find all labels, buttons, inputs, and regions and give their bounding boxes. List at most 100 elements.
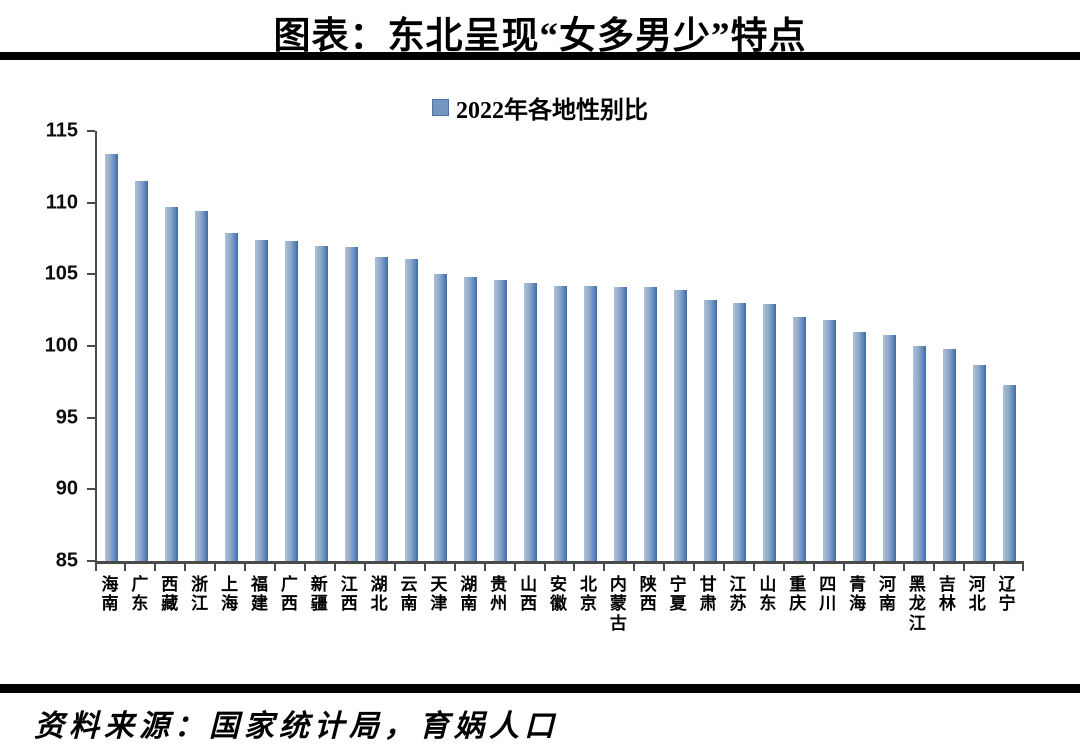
bar-slot: [336, 131, 366, 561]
x-axis-label-海南: 海 南: [101, 575, 119, 614]
bar-slot: [994, 131, 1024, 561]
top-divider: [0, 52, 1080, 60]
x-axis-tick: [813, 564, 816, 571]
x-axis-label-浙江: 浙 江: [191, 575, 209, 614]
x-axis-label-青海: 青 海: [849, 575, 867, 614]
x-axis-label-黑龙江: 黑 龙 江: [908, 575, 926, 633]
bar-重庆: [793, 317, 807, 561]
x-axis-label-广东: 广 东: [131, 575, 149, 614]
x-axis-label-西藏: 西 藏: [161, 575, 179, 614]
bar-河南: [883, 334, 897, 561]
bar-四川: [823, 320, 837, 561]
x-axis-label-宁夏: 宁 夏: [669, 575, 687, 614]
x-axis-tick: [213, 564, 216, 571]
bar-slot: [934, 131, 964, 561]
bar-浙江: [195, 211, 209, 561]
bar-slot: [456, 131, 486, 561]
y-axis: 115 110 105 100 95 90 85: [0, 120, 95, 572]
bar-slot: [97, 131, 127, 561]
bar-吉林: [942, 348, 956, 561]
bar-山东: [763, 304, 777, 561]
x-axis-tick: [933, 564, 936, 571]
x-axis-ticks: [95, 564, 1024, 571]
x-axis-tick: [513, 564, 516, 571]
y-axis-tick: [87, 560, 95, 562]
x-axis-tick: [303, 564, 306, 571]
x-axis-tick: [543, 564, 546, 571]
y-axis-label: 105: [44, 262, 78, 285]
plot-area: [95, 131, 1024, 564]
bar-slot: [964, 131, 994, 561]
x-axis-tick: [95, 564, 97, 571]
x-axis-tick: [423, 564, 426, 571]
y-axis-tick: [87, 416, 95, 419]
chart-legend: 2022年各地性别比: [0, 90, 1080, 125]
y-axis-label: 85: [55, 549, 78, 572]
bar-西藏: [165, 206, 179, 561]
x-axis-label-福建: 福 建: [250, 575, 268, 614]
bar-海南: [105, 153, 119, 561]
x-axis-label-河南: 河 南: [879, 575, 897, 614]
x-axis-tick: [723, 564, 726, 571]
x-axis-tick: [243, 564, 246, 571]
bar-slot: [695, 131, 725, 561]
x-axis-label-云南: 云 南: [400, 575, 418, 614]
bottom-divider: [0, 684, 1080, 693]
x-axis-label-新疆: 新 疆: [310, 575, 328, 614]
x-axis-label-上海: 上 海: [221, 575, 239, 614]
bar-湖北: [374, 257, 388, 561]
bar-甘肃: [703, 300, 717, 561]
x-axis-tick: [1022, 564, 1024, 571]
x-axis-tick: [963, 564, 966, 571]
bar-slot: [366, 131, 396, 561]
y-axis-label: 110: [45, 191, 78, 214]
bar-江西: [344, 247, 358, 561]
x-axis-tick: [573, 564, 576, 571]
bar-slot: [755, 131, 785, 561]
y-axis-tick: [87, 273, 95, 276]
bar-slot: [875, 131, 905, 561]
bar-广西: [284, 241, 298, 561]
x-axis-tick: [693, 564, 696, 571]
x-axis-tick: [123, 564, 126, 571]
y-axis-tick: [87, 201, 95, 204]
x-axis-label-山东: 山 东: [759, 575, 777, 614]
bar-slot: [516, 131, 546, 561]
y-axis-label: 90: [55, 477, 78, 500]
y-axis-label: 100: [44, 334, 78, 357]
page-title: 图表：东北呈现“女多男少”特点: [273, 16, 807, 57]
bar-宁夏: [673, 290, 687, 561]
bar-河北: [972, 364, 986, 561]
x-axis-tick: [633, 564, 636, 571]
bar-新疆: [314, 245, 328, 561]
bar-slot: [845, 131, 875, 561]
bar-slot: [546, 131, 576, 561]
legend-swatch-icon: [432, 99, 449, 116]
bar-贵州: [494, 280, 508, 561]
x-axis-tick: [783, 564, 786, 571]
y-axis-tick: [87, 488, 95, 491]
bar-广东: [135, 181, 149, 561]
x-axis-tick: [273, 564, 276, 571]
x-axis-label-内蒙古: 内 蒙 古: [609, 575, 627, 633]
x-axis-label-陕西: 陕 西: [639, 575, 657, 614]
x-axis-label-天津: 天 津: [430, 575, 448, 614]
x-axis-tick: [753, 564, 756, 571]
bar-slot: [276, 131, 306, 561]
bar-湖南: [464, 277, 478, 561]
x-axis-label-重庆: 重 庆: [789, 575, 807, 614]
x-axis-label-山西: 山 西: [520, 575, 538, 614]
bar-slot: [665, 131, 695, 561]
source-note: 资料来源：国家统计局，育娲人口: [34, 710, 559, 743]
x-axis-label-辽宁: 辽 宁: [998, 575, 1016, 614]
bar-云南: [404, 258, 418, 561]
y-axis-tick: [87, 130, 95, 132]
bar-slot: [605, 131, 635, 561]
x-axis-label-吉林: 吉 林: [938, 575, 956, 614]
x-axis-label-湖北: 湖 北: [370, 575, 388, 614]
x-axis-label-四川: 四 川: [819, 575, 837, 614]
x-axis-tick: [603, 564, 606, 571]
y-axis-tick: [87, 345, 95, 347]
bar-slot: [127, 131, 157, 561]
bar-slot: [635, 131, 665, 561]
